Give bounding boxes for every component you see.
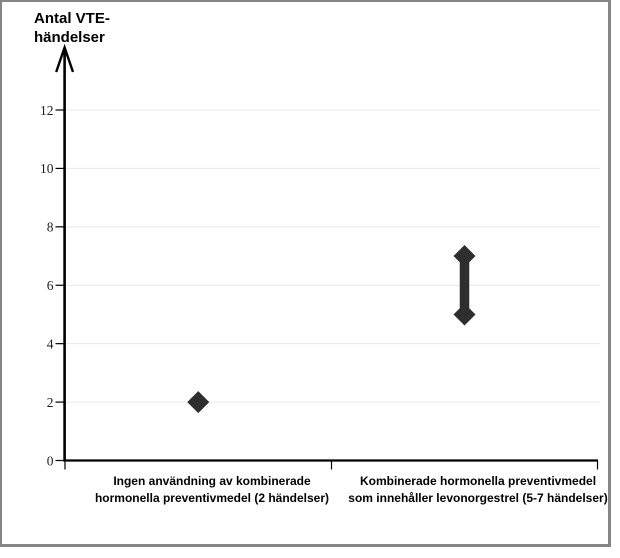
diamond-marker-category-0-value-2: [187, 391, 210, 414]
y-axis-title-line-2: händelser: [34, 29, 105, 46]
x-category-label-no-use-line-2: hormonella preventivmedel (2 händelser): [94, 491, 330, 505]
y-axis-title-line-1: Antal VTE-: [34, 10, 110, 27]
y-axis-title: Antal VTE- händelser: [34, 9, 110, 47]
x-category-label-no-use-line-1: Ingen användning av kombinerade: [113, 474, 311, 488]
x-category-label-levonorgestrel: Kombinerade hormonella preventivmedel so…: [345, 473, 611, 507]
diamond-marker-category-1-value-7: [453, 245, 476, 268]
chart-frame: [0, 0, 611, 547]
x-category-label-levonorgestrel-line-2: som innehåller levonorgestrel (5-7 hände…: [348, 491, 608, 505]
y-tick-label-0: 0: [47, 453, 54, 468]
y-tick-label-2: 2: [47, 395, 54, 410]
y-tick-label-8: 8: [47, 220, 54, 235]
x-category-label-levonorgestrel-line-1: Kombinerade hormonella preventivmedel: [359, 474, 597, 488]
x-category-label-no-use: Ingen användning av kombinerade hormonel…: [79, 473, 345, 507]
y-tick-label-4: 4: [47, 336, 54, 351]
y-tick-label-6: 6: [47, 278, 54, 293]
y-axis-arrowhead-icon: [55, 43, 75, 73]
range-connector-category-1: [459, 256, 470, 315]
diamond-marker-category-1-value-5: [453, 303, 476, 326]
y-tick-label-10: 10: [40, 161, 54, 176]
y-tick-label-12: 12: [40, 103, 54, 118]
